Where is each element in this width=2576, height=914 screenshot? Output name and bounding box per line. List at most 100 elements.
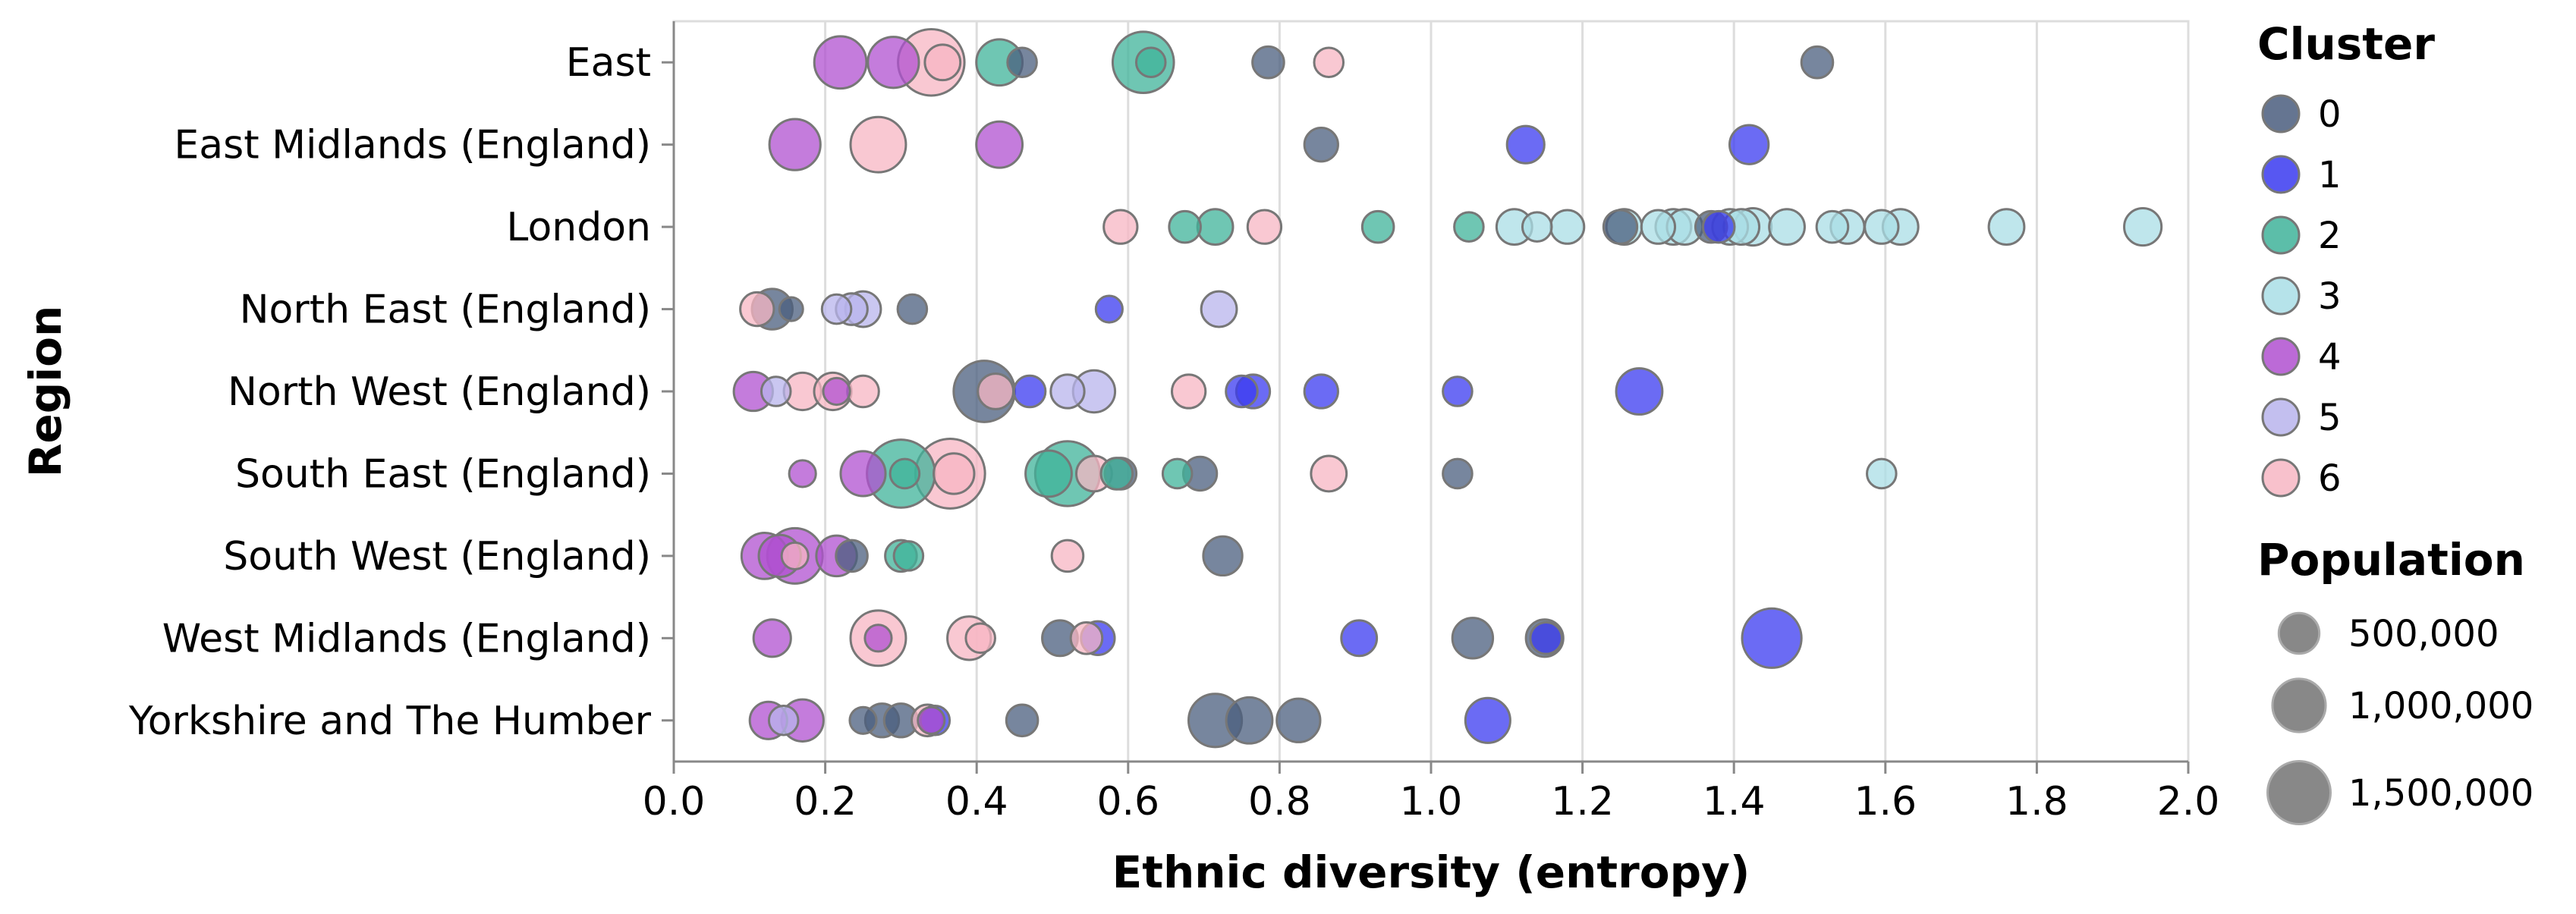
x-axis: 0.0 0.2 0.4 0.6 0.8 1.0 1.2 1.4 1.6 1.8 2.0 — [643, 760, 2219, 824]
legend-swatch — [2261, 276, 2301, 316]
data-point — [1521, 211, 1553, 243]
x-tick-label: 1.8 — [2005, 779, 2068, 824]
x-tick-label: 0.6 — [1096, 779, 1159, 824]
data-point — [1602, 209, 1639, 245]
y-tick-label: North West (England) — [228, 369, 651, 415]
data-point — [1202, 535, 1244, 577]
data-point — [1303, 127, 1339, 163]
data-point — [1050, 539, 1085, 573]
data-point — [1310, 454, 1348, 493]
data-point — [1134, 46, 1167, 79]
legend-label: 0 — [2318, 93, 2342, 136]
data-point — [923, 43, 962, 82]
data-point — [896, 293, 929, 325]
legend-swatch — [2261, 155, 2301, 194]
data-point — [1451, 617, 1495, 660]
x-tick-label: 1.6 — [1854, 779, 1917, 824]
data-point — [863, 623, 893, 653]
data-point — [933, 452, 976, 495]
y-axis-title: Region — [20, 306, 71, 478]
x-tick-label: 1.2 — [1551, 779, 1614, 824]
legend-label: 2 — [2318, 215, 2342, 257]
data-point — [849, 115, 907, 174]
legend-label: 3 — [2318, 275, 2342, 318]
data-point — [1049, 373, 1086, 410]
data-point — [848, 705, 878, 735]
y-tick-label: North East (England) — [240, 287, 651, 333]
legend-swatch — [2261, 458, 2301, 498]
data-point — [975, 120, 1024, 169]
x-tick-label: 0.0 — [643, 779, 706, 824]
data-point — [1161, 457, 1194, 490]
y-tick-label: South West (England) — [223, 534, 651, 579]
data-point — [1615, 367, 1664, 416]
population-legend: 500,000 1,000,000 1,500,000 — [2266, 611, 2534, 825]
legend-swatch — [2261, 215, 2301, 255]
data-point — [1815, 209, 1850, 244]
data-points — [732, 27, 2163, 749]
cluster-legend: 0 1 2 3 4 5 6 — [2261, 93, 2342, 500]
legend-label: 5 — [2318, 397, 2342, 439]
data-point — [1442, 375, 1474, 407]
y-tick-label: East — [566, 40, 651, 86]
legend-label: 1 — [2318, 154, 2342, 196]
data-point — [839, 450, 887, 498]
data-point — [739, 291, 775, 328]
data-point — [1069, 621, 1104, 655]
data-point — [1800, 45, 1835, 80]
data-point — [1741, 607, 1803, 669]
data-point — [1303, 373, 1339, 410]
data-point — [822, 376, 851, 407]
data-point — [1200, 290, 1238, 328]
x-tick-label: 0.8 — [1248, 779, 1311, 824]
y-tick-label: East Midlands (England) — [174, 123, 651, 168]
data-point — [1024, 449, 1073, 498]
data-point — [917, 705, 946, 735]
size-legend-label: 1,500,000 — [2348, 772, 2534, 815]
legend-swatch — [2261, 94, 2301, 133]
data-point — [1987, 208, 2026, 247]
data-point — [768, 118, 822, 171]
data-point — [1313, 46, 1345, 79]
data-point — [760, 375, 792, 407]
x-tick-label: 1.4 — [1703, 779, 1766, 824]
legend-label: 4 — [2318, 336, 2342, 378]
data-point — [1728, 124, 1770, 165]
data-point — [964, 622, 996, 655]
data-point — [1549, 209, 1586, 245]
data-point — [1529, 621, 1563, 655]
data-point — [1102, 209, 1139, 245]
data-point — [977, 372, 1015, 410]
data-point — [1768, 208, 1806, 247]
x-tick-label: 1.0 — [1400, 779, 1463, 824]
data-point — [1360, 209, 1395, 244]
data-point — [889, 457, 921, 490]
data-point — [1453, 211, 1485, 243]
legend-swatch — [2261, 337, 2301, 376]
size-legend-label: 500,000 — [2348, 613, 2499, 655]
data-point — [1866, 457, 1898, 490]
data-point — [752, 618, 792, 658]
data-point — [835, 539, 869, 573]
data-point — [1640, 209, 1677, 245]
size-legend-circle — [2277, 611, 2321, 655]
size-legend-circle — [2266, 760, 2332, 825]
data-point — [778, 296, 804, 322]
data-point — [1340, 619, 1379, 658]
data-point — [1251, 45, 1285, 80]
y-tick-label: Yorkshire and The Humber — [128, 699, 652, 744]
data-point — [1246, 209, 1283, 245]
cluster-legend-title: Cluster — [2257, 18, 2435, 70]
data-point — [767, 704, 800, 737]
data-point — [820, 293, 853, 325]
legend-label: 6 — [2318, 457, 2342, 500]
data-point — [1701, 209, 1736, 244]
y-axis: East East Midlands (England) London North E… — [128, 21, 675, 762]
population-legend-title: Population — [2257, 534, 2525, 586]
data-point — [813, 35, 868, 90]
data-point — [1196, 208, 1235, 247]
size-legend-label: 1,000,000 — [2348, 685, 2534, 727]
data-point — [1864, 209, 1900, 245]
x-tick-label: 0.2 — [794, 779, 857, 824]
